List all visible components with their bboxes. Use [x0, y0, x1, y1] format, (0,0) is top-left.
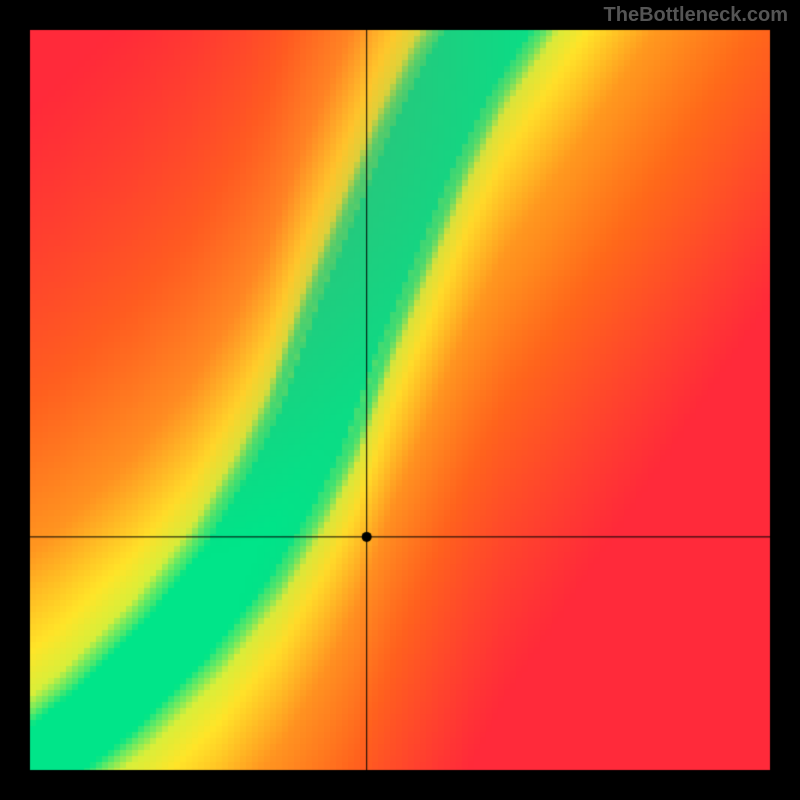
bottleneck-heatmap	[0, 0, 800, 800]
watermark-text: TheBottleneck.com	[604, 4, 788, 27]
chart-container: TheBottleneck.com	[0, 0, 800, 800]
